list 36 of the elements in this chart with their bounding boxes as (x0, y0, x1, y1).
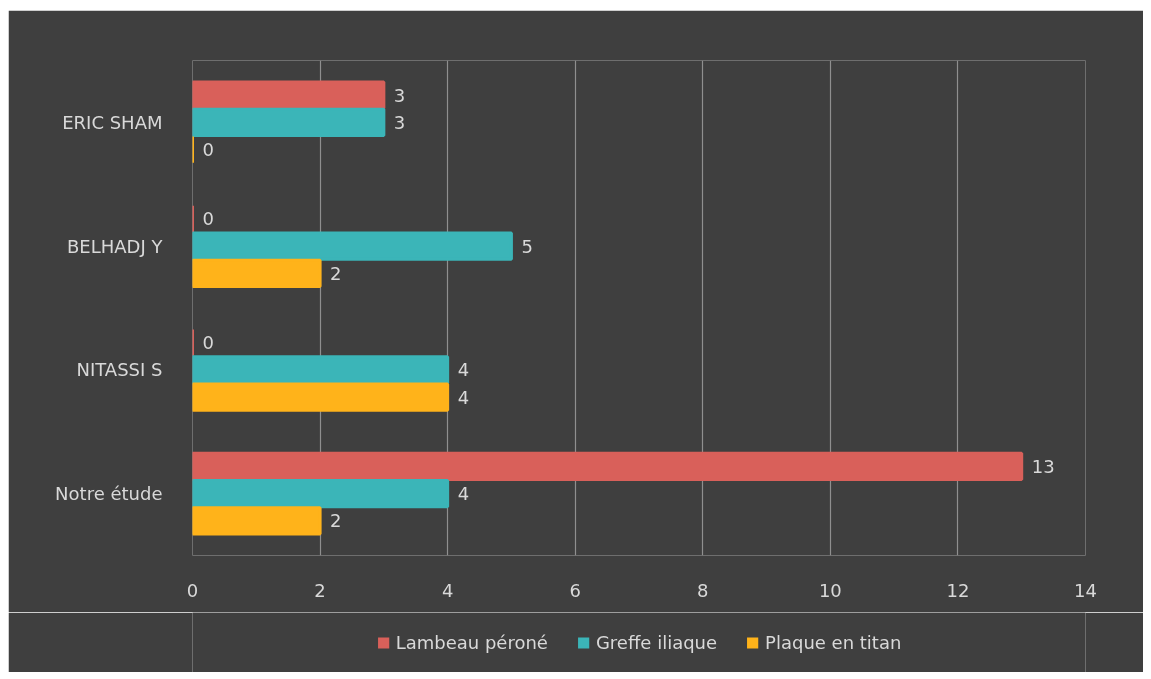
data-label: 0 (202, 208, 214, 230)
bar (192, 107, 386, 138)
data-label: 4 (457, 359, 470, 381)
bar (192, 80, 386, 110)
legend-label: Greffe iliaque (595, 631, 718, 653)
data-label: 0 (202, 332, 214, 354)
bar (192, 355, 450, 385)
data-label: 13 (1031, 455, 1055, 477)
bar (192, 506, 322, 536)
x-tick-label: 0 (186, 579, 199, 601)
data-label: 2 (330, 510, 342, 532)
x-tick-label: 8 (697, 579, 709, 601)
x-tick-label: 6 (569, 579, 581, 601)
y-tick-label: ERIC SHAM (62, 111, 163, 133)
data-label: 4 (457, 483, 470, 505)
x-tick-label: 14 (1074, 579, 1097, 601)
bar (192, 258, 322, 289)
x-tick-label: 4 (441, 579, 454, 601)
y-tick-label: BELHADJ Y (67, 235, 164, 257)
data-label: 5 (521, 235, 533, 257)
bar (192, 478, 450, 509)
y-tick-label: NITASSI S (76, 359, 163, 381)
bar (192, 451, 1024, 482)
legend-label: Lambeau péroné (395, 631, 548, 653)
data-label: 0 (202, 139, 214, 161)
bar (192, 231, 513, 261)
x-tick-label: 10 (818, 579, 842, 601)
y-tick-label: Notre étude (55, 483, 163, 505)
data-label: 3 (393, 84, 406, 106)
legend-label: Plaque en titan (765, 631, 902, 653)
bar (192, 382, 450, 412)
x-tick-label: 2 (314, 579, 326, 601)
data-label: 4 (457, 386, 470, 408)
x-tick-label: 12 (946, 579, 970, 601)
data-label: 3 (393, 111, 406, 133)
data-label: 2 (330, 262, 342, 284)
